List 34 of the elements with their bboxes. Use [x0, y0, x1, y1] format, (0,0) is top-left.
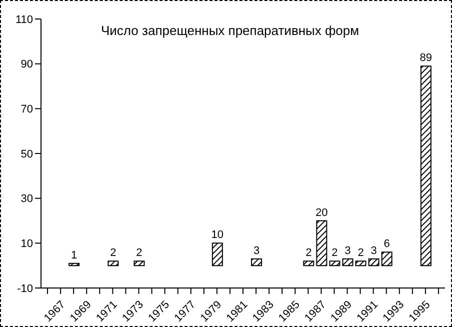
bar [329, 260, 340, 266]
bar [212, 242, 223, 266]
bar [108, 260, 119, 266]
y-tick-label: 90 [20, 58, 33, 71]
chart-title: Число запрещенных препаративных форм [101, 23, 360, 38]
bar [251, 258, 262, 266]
data-label: 3 [370, 244, 377, 257]
data-label: 6 [384, 238, 390, 250]
bar [134, 260, 145, 266]
y-tick-label: 50 [20, 148, 33, 160]
bar [381, 252, 392, 266]
data-label: 1 [71, 249, 78, 262]
y-tick-label: 70 [20, 104, 33, 116]
y-tick-label: 10 [20, 238, 33, 250]
data-label: 3 [253, 244, 260, 257]
data-label: 20 [316, 206, 328, 219]
y-tick-label: -10 [17, 282, 33, 295]
bar [68, 262, 80, 266]
y-tick-label: 110 [15, 14, 33, 26]
data-label: 2 [358, 247, 364, 260]
bar [368, 258, 380, 266]
data-label: 10 [211, 229, 224, 242]
data-label: 2 [306, 247, 312, 260]
bar [316, 220, 328, 266]
data-label: 89 [420, 52, 432, 64]
bar [303, 260, 314, 266]
bar [355, 260, 366, 266]
y-tick-label: 30 [20, 193, 33, 206]
data-label: 2 [332, 247, 338, 260]
data-label: 2 [110, 247, 116, 260]
bar [420, 66, 432, 266]
data-label: 3 [344, 244, 351, 257]
data-label: 2 [136, 247, 142, 260]
bar [342, 258, 354, 266]
